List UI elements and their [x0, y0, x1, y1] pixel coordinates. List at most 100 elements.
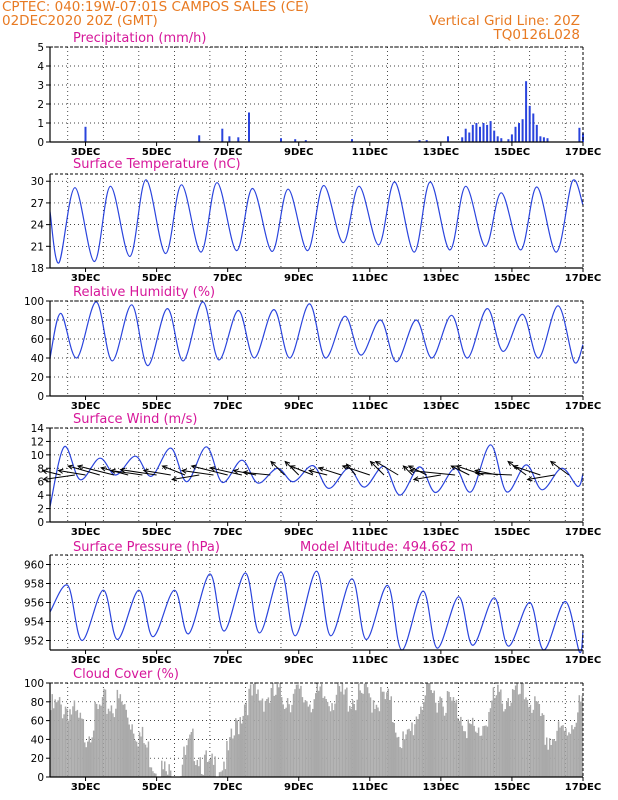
cloud-bar	[104, 689, 107, 777]
cloud-bar	[209, 758, 212, 777]
cloud-bar	[580, 701, 582, 777]
cloud-bar	[240, 723, 243, 777]
x-tick-label: 17DEC	[565, 782, 601, 793]
cloud-bar	[199, 757, 202, 777]
cloud-bar	[464, 731, 467, 777]
x-tick-label: 11DEC	[352, 401, 388, 412]
cloud-bar	[254, 683, 256, 777]
x-tick-label: 9DEC	[284, 782, 313, 793]
y-tick-label: 18	[31, 263, 44, 275]
cloud-bar	[316, 683, 318, 777]
cloud-bar	[480, 735, 483, 777]
cloud-bar	[138, 732, 141, 777]
cloud-bar	[58, 697, 61, 777]
cloud-bar	[193, 761, 196, 777]
y-tick-label: 2	[37, 504, 44, 516]
precip-bar	[471, 124, 474, 142]
panel-humidity: Relative Humidity (%) 0 20 40 60 80 100 3DEC 5DE…	[24, 285, 601, 412]
precip-bar	[418, 140, 421, 142]
cloud-bar	[581, 695, 583, 777]
cloud-bar	[292, 693, 295, 777]
cloud-bar	[541, 713, 544, 777]
precip-bar	[221, 128, 224, 142]
cloud-bar	[424, 695, 427, 777]
cloud-bar	[205, 750, 207, 777]
cloud-bar	[328, 706, 330, 777]
y-tick-label: 0	[37, 137, 44, 149]
y-tick-label: 40	[31, 353, 44, 365]
cloud-bar	[365, 683, 367, 777]
cloud-bar	[164, 761, 166, 777]
precip-bar	[482, 123, 485, 142]
cloud-bar	[508, 706, 511, 777]
cloud-bar	[406, 729, 409, 777]
cloud-bar	[390, 696, 393, 777]
cloud-bar	[335, 694, 338, 777]
cloud-bar	[269, 702, 271, 777]
cloud-bar	[550, 745, 552, 777]
cloud-bar	[230, 728, 233, 777]
x-tick-label: 7DEC	[213, 527, 242, 538]
cloud-bar	[101, 697, 104, 777]
cloud-bar	[195, 765, 197, 777]
cloud-bar	[303, 702, 305, 777]
cloud-bar	[63, 714, 65, 777]
cloud-bar	[300, 685, 302, 777]
cloud-bar	[165, 771, 167, 777]
cloud-bar	[146, 747, 148, 777]
cloud-bar	[535, 701, 538, 777]
cloud-bar	[267, 697, 270, 777]
x-tick-label: 13DEC	[423, 273, 459, 284]
cloud-bar	[61, 718, 64, 777]
cloud-bar	[451, 700, 453, 777]
precip-bar	[532, 113, 535, 142]
panel-temperature: Surface Temperature (nC) 18 21 24 27 30 3DEC 5D…	[31, 157, 602, 284]
cloud-bar	[448, 691, 450, 777]
wind-arrow	[142, 468, 171, 476]
cloud-bar	[246, 715, 249, 777]
precip-bar	[496, 136, 499, 142]
series-line	[49, 444, 584, 507]
cloud-bar	[414, 724, 416, 777]
cloud-bar	[141, 726, 144, 777]
wind-arrow	[209, 466, 242, 476]
cloud-bar	[563, 730, 566, 777]
x-tick-label: 15DEC	[494, 401, 530, 412]
y-tick-label: 1	[37, 118, 44, 130]
cloud-bar	[95, 703, 98, 777]
cloud-bar	[338, 686, 341, 777]
precip-bar	[493, 130, 496, 142]
precip-bar	[535, 124, 538, 142]
cloud-bar	[91, 737, 93, 777]
cloud-bar	[443, 715, 446, 777]
cloud-bar	[522, 683, 524, 777]
cloud-bar	[369, 697, 372, 777]
cloud-bar	[304, 700, 307, 777]
cloud-bar	[279, 683, 281, 777]
y-tick-label: 3	[37, 80, 44, 92]
cloud-bar	[73, 700, 76, 777]
y-tick-label: 2	[37, 99, 44, 111]
series-line	[49, 179, 584, 264]
cloud-bar	[436, 712, 438, 777]
cloud-bar	[51, 694, 53, 777]
wind-arrow	[308, 469, 328, 476]
cloud-bar	[433, 690, 435, 777]
cloud-bar	[69, 709, 71, 777]
cloud-bar	[437, 702, 440, 777]
cloud-bar	[307, 706, 310, 777]
cloud-bar	[227, 750, 230, 777]
precip-bar	[304, 140, 307, 142]
cloud-bar	[534, 696, 536, 777]
cloud-bar	[350, 708, 353, 777]
cloud-bar	[75, 711, 77, 777]
cloud-bar	[334, 703, 336, 777]
wind-arrow	[119, 467, 157, 476]
x-tick-label: 9DEC	[284, 527, 313, 538]
cloud-bar	[528, 707, 530, 777]
cloud-bar	[337, 683, 339, 777]
y-tick-label: 60	[31, 716, 44, 728]
x-tick-label: 9DEC	[284, 273, 313, 284]
cloud-bar	[485, 725, 487, 777]
cloud-bar	[196, 760, 199, 777]
